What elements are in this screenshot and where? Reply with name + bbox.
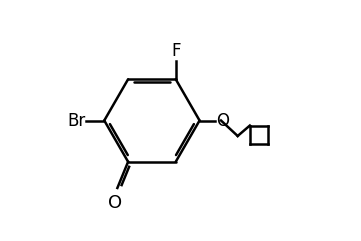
Text: O: O xyxy=(216,112,229,129)
Text: Br: Br xyxy=(67,112,85,129)
Text: F: F xyxy=(171,42,180,60)
Text: O: O xyxy=(108,194,122,212)
